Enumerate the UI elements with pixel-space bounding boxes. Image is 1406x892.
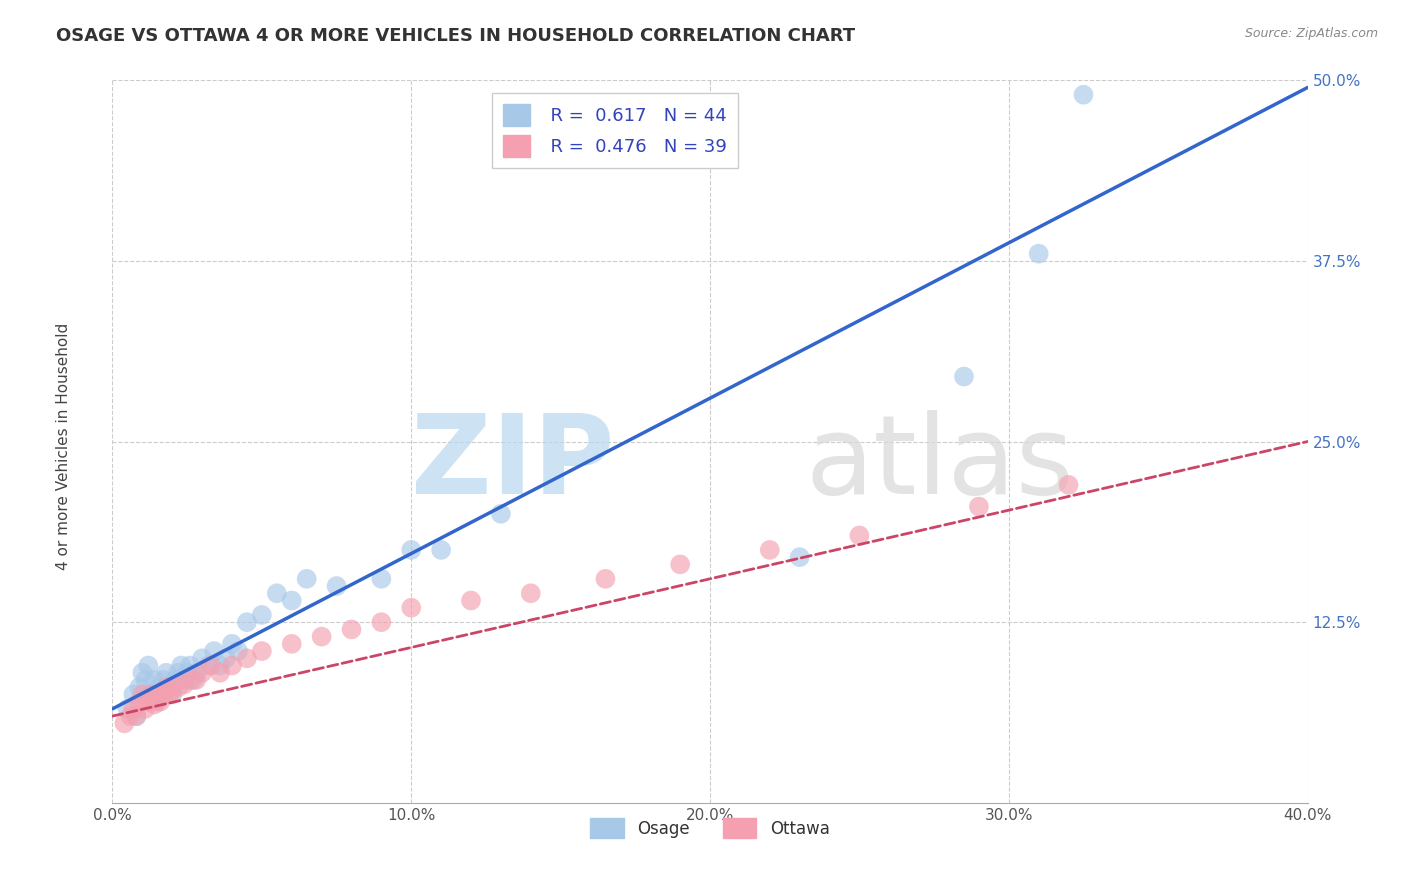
Point [125, 709, 148, 723]
Point [125, 709, 148, 723]
Point [209, 658, 232, 673]
Point [340, 623, 363, 637]
Point [170, 658, 193, 673]
Text: ZIP: ZIP [411, 409, 614, 516]
Point [460, 593, 482, 607]
Point [152, 673, 174, 687]
Point [128, 680, 150, 694]
Point [759, 542, 782, 557]
Point [401, 542, 423, 557]
Point [131, 687, 153, 701]
Point [209, 665, 232, 680]
Point [202, 644, 225, 658]
Point [595, 572, 617, 586]
Point [138, 695, 160, 709]
Point [295, 572, 318, 586]
Point [186, 673, 208, 687]
Point [236, 615, 259, 630]
Point [141, 687, 163, 701]
Legend: Osage, Ottawa: Osage, Ottawa [583, 812, 837, 845]
Point [215, 651, 238, 665]
Point [370, 572, 392, 586]
Point [114, 716, 135, 731]
Point [191, 651, 214, 665]
Point [325, 579, 347, 593]
Point [165, 673, 187, 687]
Point [236, 651, 259, 665]
Point [1073, 87, 1095, 102]
Point [221, 637, 243, 651]
Point [401, 600, 423, 615]
Point [281, 593, 304, 607]
Point [134, 673, 156, 687]
Point [167, 680, 190, 694]
Text: Source: ZipAtlas.com: Source: ZipAtlas.com [1244, 27, 1378, 40]
Point [134, 702, 156, 716]
Point [520, 586, 543, 600]
Point [149, 680, 172, 694]
Point [138, 658, 160, 673]
Point [179, 673, 201, 687]
Text: OSAGE VS OTTAWA 4 OR MORE VEHICLES IN HOUSEHOLD CORRELATION CHART: OSAGE VS OTTAWA 4 OR MORE VEHICLES IN HO… [56, 27, 855, 45]
Point [953, 369, 976, 384]
Point [155, 680, 177, 694]
Point [162, 687, 183, 701]
Point [489, 507, 512, 521]
Point [149, 695, 172, 709]
Point [200, 658, 222, 673]
Point [197, 658, 219, 673]
Point [152, 687, 174, 701]
Point [250, 607, 273, 622]
Point [122, 687, 145, 701]
Point [1028, 246, 1050, 260]
Point [173, 673, 195, 687]
Point [191, 665, 214, 680]
Point [176, 665, 198, 680]
Point [250, 644, 273, 658]
Point [131, 665, 153, 680]
Point [221, 658, 243, 673]
Point [155, 665, 177, 680]
Point [181, 673, 204, 687]
Point [162, 683, 183, 698]
Point [128, 695, 150, 709]
Point [157, 687, 180, 701]
Point [311, 630, 333, 644]
Point [173, 677, 195, 691]
Point [266, 586, 288, 600]
Point [143, 698, 166, 712]
Point [967, 500, 990, 514]
Point [226, 644, 249, 658]
Point [1057, 478, 1080, 492]
Point [186, 665, 208, 680]
Point [179, 658, 201, 673]
Point [143, 673, 166, 687]
Point [370, 615, 392, 630]
Text: 4 or more Vehicles in Household: 4 or more Vehicles in Household [56, 322, 70, 570]
Point [430, 542, 453, 557]
Point [848, 528, 870, 542]
Point [117, 702, 139, 716]
Point [281, 637, 304, 651]
Point [141, 687, 163, 701]
Point [167, 665, 190, 680]
Point [120, 709, 142, 723]
Point [146, 687, 169, 701]
Point [146, 695, 169, 709]
Point [122, 702, 145, 716]
Point [669, 558, 692, 572]
Point [789, 550, 811, 565]
Point [157, 680, 180, 694]
Text: atlas: atlas [806, 409, 1074, 516]
